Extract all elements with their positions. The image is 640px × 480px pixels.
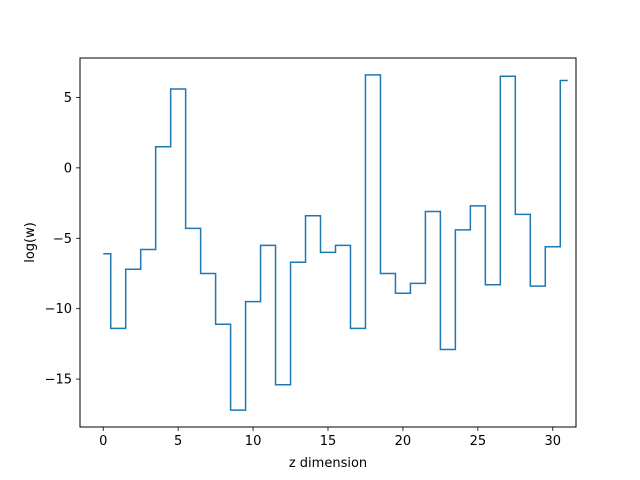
x-tick-label: 15 — [320, 434, 337, 449]
x-tick-label: 20 — [395, 434, 412, 449]
y-tick-label: −5 — [53, 232, 72, 247]
y-tick-label: 5 — [64, 91, 72, 106]
x-axis-label: z dimension — [289, 456, 367, 471]
x-tick-label: 10 — [245, 434, 262, 449]
series-line — [103, 74, 568, 411]
y-tick-label: 0 — [64, 161, 72, 176]
x-tick-label: 0 — [99, 434, 107, 449]
x-axis: 0 5 10 15 20 25 30 — [99, 427, 561, 449]
x-tick-label: 30 — [545, 434, 562, 449]
x-tick-label: 25 — [470, 434, 487, 449]
y-tick-label: −10 — [45, 302, 72, 317]
y-axis-label: log(w) — [23, 222, 38, 263]
y-axis: −15 −10 −5 0 5 — [45, 91, 80, 388]
x-tick-label: 5 — [174, 434, 182, 449]
y-tick-label: −15 — [45, 373, 72, 388]
